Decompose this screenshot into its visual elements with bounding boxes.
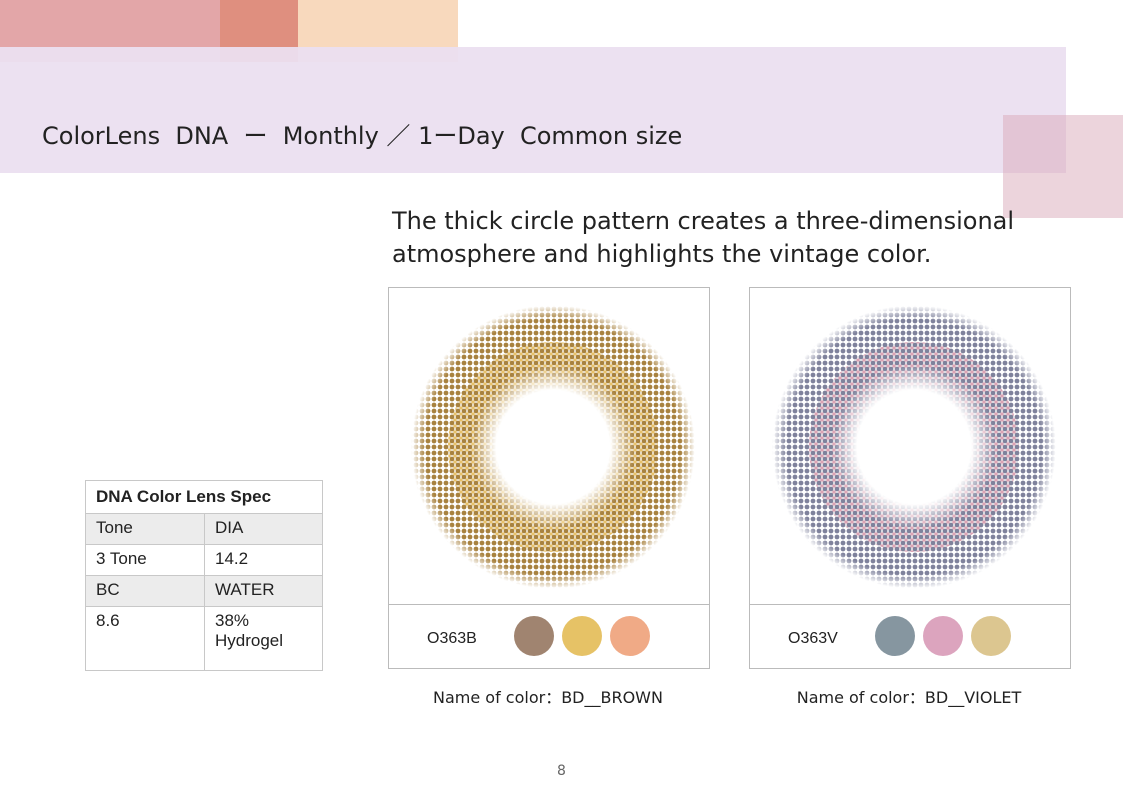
spec-table: DNA Color Lens Spec Tone DIA 3 Tone 14.2 B… [85,480,323,671]
color-swatch [971,616,1011,656]
color-swatch [875,616,915,656]
color-code: O363B [427,630,477,647]
color-swatch [562,616,602,656]
cell: BC [85,575,205,607]
color-code: O363V [788,630,838,647]
decoration [0,0,1123,218]
spec-row: Tone DIA [85,513,323,545]
color-name: Name of color：BD__VIOLET [796,688,1022,707]
lens-ring [411,305,695,589]
description-line: atmosphere and highlights the vintage co… [392,240,932,268]
description-line: The thick circle pattern creates a three… [392,207,1015,235]
description: The thick circle pattern creates a three… [392,205,1014,271]
cell: WATER [204,575,323,607]
cell: 3 Tone [85,544,205,576]
cell: DIA [204,513,323,545]
spec-row: 8.6 38% Hydrogel [85,606,323,671]
color-swatch [610,616,650,656]
color-swatch [514,616,554,656]
lens-card: O363B [388,287,710,669]
lens-ring [772,305,1056,589]
spec-header: DNA Color Lens Spec [85,480,323,514]
separator [750,604,1070,605]
title: ColorLens DNA ー Monthly ／ 1ーDay Common s… [42,122,683,150]
spec-title: DNA Color Lens Spec [85,480,323,514]
ring-inner [809,342,1019,552]
cell: Tone [85,513,205,545]
title-band [0,47,1066,173]
lens-card: O363V [749,287,1071,669]
ring-inner [448,342,658,552]
lens-image [772,305,1056,589]
page-number: 8 [557,763,566,779]
color-name: Name of color：BD__BROWN [433,688,663,707]
lens-image [411,305,695,589]
cell: 38% Hydrogel [204,606,323,671]
spec-row: 3 Tone 14.2 [85,544,323,576]
separator [389,604,709,605]
deco-block [1003,115,1123,218]
spec-row: BC WATER [85,575,323,607]
cell: 14.2 [204,544,323,576]
color-swatch [923,616,963,656]
cell: 8.6 [85,606,205,671]
